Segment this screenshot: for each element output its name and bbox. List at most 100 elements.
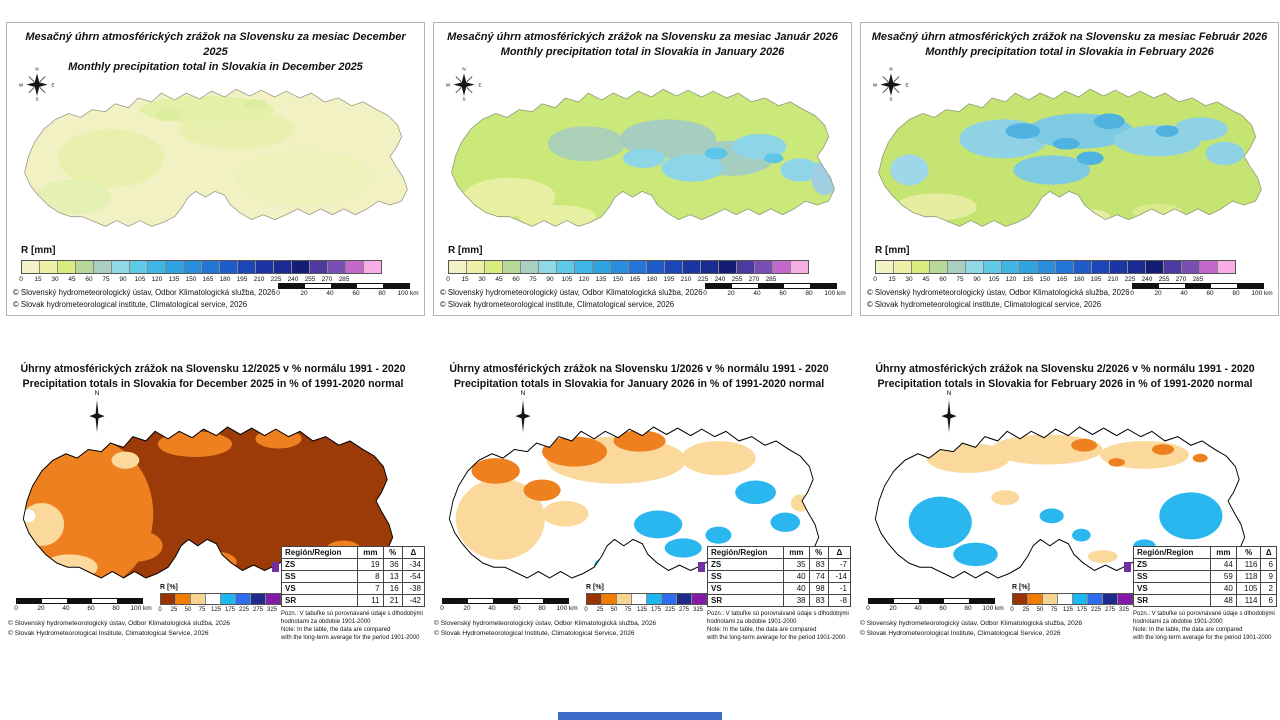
note-line: with the long-term average for the perio… bbox=[1133, 635, 1272, 642]
legend-cell bbox=[1110, 261, 1128, 273]
scalebar-segment bbox=[92, 599, 117, 603]
table-row: VS 7 16 -38 bbox=[280, 582, 426, 595]
table-header-cell: % bbox=[382, 546, 403, 559]
map-slovakia-percent-january bbox=[440, 396, 828, 594]
legend-cell bbox=[346, 261, 364, 273]
legend-colorbar: 0 25 50 75 125 175 225 275 325 bbox=[584, 593, 707, 616]
legend-cell bbox=[1020, 261, 1038, 273]
legend-tick: 105 bbox=[561, 276, 573, 283]
legend-cell bbox=[575, 261, 593, 273]
scalebar-segment bbox=[969, 599, 994, 603]
table-row: SS 8 13 -54 bbox=[280, 570, 426, 583]
scalebar-tick: 100 km bbox=[130, 605, 152, 612]
table-cell: 98 bbox=[808, 582, 829, 595]
map-slovakia-precip-mm-december bbox=[15, 61, 417, 241]
table-row: ZS 19 36 -34 bbox=[280, 558, 426, 571]
scalebar-segment bbox=[810, 284, 836, 288]
panel-precip-mm-february-2026: Mesačný úhrn atmosférických zrážok na Sl… bbox=[860, 22, 1279, 316]
legend-cell bbox=[1028, 594, 1043, 604]
legend-cell bbox=[1118, 594, 1132, 604]
table-cell: ZS bbox=[706, 558, 785, 571]
table-cell: 74 bbox=[808, 570, 829, 583]
scalebar-tick: 100 km bbox=[556, 605, 578, 612]
bottom-row: Úhrny atmosférických zrážok na Slovensku… bbox=[0, 356, 1278, 666]
scalebar-tick: 0 bbox=[276, 290, 280, 297]
scalebar-segment bbox=[1211, 284, 1237, 288]
table-header-cell: mm bbox=[1210, 546, 1237, 559]
legend-cell bbox=[76, 261, 94, 273]
legend-tick: 255 bbox=[731, 276, 743, 283]
legend-cell bbox=[112, 261, 130, 273]
scalebar-tick: 100 km bbox=[982, 605, 1004, 612]
legend-cell bbox=[647, 261, 665, 273]
legend-cell bbox=[1200, 261, 1218, 273]
legend-cell bbox=[503, 261, 521, 273]
scalebar-segment bbox=[42, 599, 67, 603]
legend-cell bbox=[94, 261, 112, 273]
legend-tick: 175 bbox=[1076, 607, 1088, 613]
legend-cell bbox=[677, 594, 692, 604]
copyright-line-sk: © Slovenský hydrometeorologický ústav, O… bbox=[867, 288, 1130, 298]
compass-w-label: W bbox=[446, 82, 451, 87]
scale-bar: 0 20 40 60 80 100 km bbox=[440, 598, 578, 614]
horizontal-scrollbar-thumb[interactable] bbox=[558, 712, 722, 720]
copyright: © Slovenský hydrometeorologický ústav, O… bbox=[8, 619, 230, 638]
panel-title-en: Precipitation totals in Slovakia for Feb… bbox=[877, 377, 1253, 390]
legend-tick: 225 bbox=[664, 607, 676, 613]
legend-cell bbox=[876, 261, 894, 273]
legend-cell bbox=[966, 261, 984, 273]
table-note: Pozn.: V tabuľke sú porovnávané údaje s … bbox=[281, 610, 423, 642]
scalebar-tick: 60 bbox=[352, 290, 360, 297]
legend-cell bbox=[1146, 261, 1164, 273]
legend-cell bbox=[1002, 261, 1020, 273]
legend-tick: 150 bbox=[1039, 276, 1051, 283]
table-header-cell: Δ bbox=[401, 546, 426, 559]
copyright-line-en: © Slovak Hydrometeorological Institute, … bbox=[434, 629, 635, 637]
scale-bar: 0 20 40 60 80 100 km bbox=[276, 283, 419, 299]
scalebar-segment bbox=[279, 284, 305, 288]
legend-tick: 15 bbox=[34, 276, 42, 283]
legend-cell bbox=[202, 261, 220, 273]
legend-tick: 150 bbox=[612, 276, 624, 283]
copyright-line-en: © Slovak Hydrometeorological Institute, … bbox=[860, 629, 1061, 637]
legend-colorbar: 0 25 50 75 125 175 225 275 325 bbox=[158, 593, 281, 616]
scalebar-tick: 80 bbox=[378, 290, 386, 297]
table-cell: 48 bbox=[1210, 594, 1237, 607]
legend-cell bbox=[773, 261, 791, 273]
table-cell: SR bbox=[280, 594, 359, 607]
legend-tick: 325 bbox=[1118, 607, 1130, 613]
panel-title-sk: Úhrny atmosférických zrážok na Slovensku… bbox=[449, 363, 829, 375]
legend-tick: 270 bbox=[1175, 276, 1187, 283]
table-cell: SS bbox=[1132, 570, 1212, 583]
legend-cell bbox=[236, 594, 251, 604]
legend-cell bbox=[611, 261, 629, 273]
table-header-cell: mm bbox=[783, 546, 810, 559]
legend-percent: R [%] 0 25 50 75 125 175 225 275 325 bbox=[1010, 584, 1133, 616]
legend-cell bbox=[683, 261, 701, 273]
table-header-cell: Δ bbox=[1260, 546, 1277, 559]
scalebar-tick: 40 bbox=[62, 605, 70, 612]
table-cell: -34 bbox=[401, 558, 426, 571]
table-note: Pozn.: V tabuľke sú porovnávané údaje s … bbox=[707, 610, 849, 642]
table-cell: 83 bbox=[808, 558, 829, 571]
legend-cell bbox=[521, 261, 539, 273]
table-cell: -1 bbox=[827, 582, 852, 595]
legend-tick: 75 bbox=[1050, 607, 1058, 613]
compass-s-label: S bbox=[889, 97, 892, 101]
legend-cell bbox=[791, 261, 808, 273]
scalebar-segment bbox=[543, 599, 568, 603]
table-cell: SS bbox=[280, 570, 359, 583]
table-cell: 8 bbox=[357, 570, 384, 583]
scalebar-tick: 20 bbox=[727, 290, 735, 297]
legend-cell bbox=[130, 261, 148, 273]
legend-cell bbox=[1128, 261, 1146, 273]
table-header-cell: % bbox=[808, 546, 829, 559]
table-cell: 6 bbox=[1260, 594, 1277, 607]
purple-marker bbox=[698, 562, 705, 572]
table-cell: 118 bbox=[1235, 570, 1262, 583]
scalebar-tick: 20 bbox=[889, 605, 897, 612]
legend-tick: 75 bbox=[624, 607, 632, 613]
legend-colorbar: 0 15 30 45 60 75 90 105 120 135 150 165 180 195 210 225… bbox=[19, 260, 382, 285]
table-cell: 44 bbox=[1210, 558, 1237, 571]
copyright-line-en: © Slovak hydrometeorological institute, … bbox=[867, 299, 1102, 309]
